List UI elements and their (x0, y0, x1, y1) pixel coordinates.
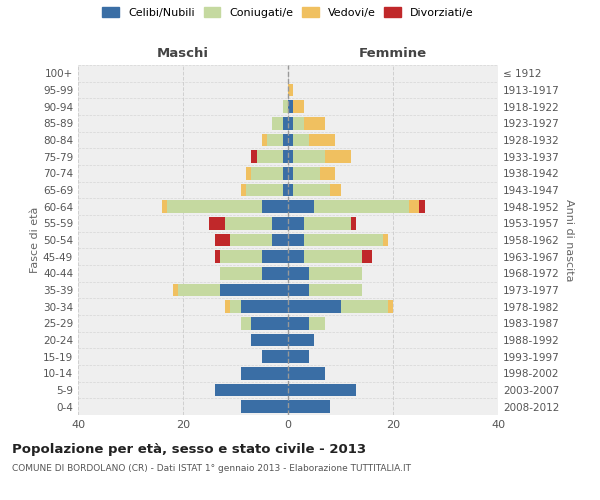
Bar (320, 167, 335, 179)
Bar (272, 234, 288, 246)
Bar (293, 167, 320, 179)
Bar (272, 217, 288, 230)
Bar (288, 84, 293, 96)
Y-axis label: Fasce di età: Fasce di età (30, 207, 40, 273)
Text: Femmine: Femmine (359, 47, 427, 60)
Bar (283, 134, 288, 146)
Text: Popolazione per età, sesso e stato civile - 2013: Popolazione per età, sesso e stato civil… (12, 442, 366, 456)
Bar (283, 117, 288, 130)
Bar (288, 367, 325, 380)
Bar (288, 300, 341, 313)
Bar (230, 300, 241, 313)
Bar (304, 217, 351, 230)
Bar (293, 134, 309, 146)
Bar (309, 134, 335, 146)
Bar (209, 217, 225, 230)
Bar (215, 384, 288, 396)
Bar (173, 284, 178, 296)
Bar (304, 234, 383, 246)
Bar (409, 200, 419, 213)
Bar (293, 100, 304, 113)
Bar (304, 250, 361, 263)
Bar (262, 267, 288, 280)
Bar (257, 150, 283, 163)
Bar (293, 184, 330, 196)
Bar (283, 184, 288, 196)
Bar (162, 200, 167, 213)
Bar (283, 100, 288, 113)
Bar (220, 267, 262, 280)
Bar (304, 117, 325, 130)
Bar (262, 250, 288, 263)
Bar (225, 217, 272, 230)
Bar (288, 384, 356, 396)
Bar (225, 300, 230, 313)
Bar (288, 400, 330, 413)
Legend: Celibi/Nubili, Coniugati/e, Vedovi/e, Divorziati/e: Celibi/Nubili, Coniugati/e, Vedovi/e, Di… (98, 2, 478, 22)
Bar (341, 300, 388, 313)
Bar (288, 250, 304, 263)
Bar (288, 100, 293, 113)
Bar (383, 234, 388, 246)
Y-axis label: Anni di nascita: Anni di nascita (563, 198, 574, 281)
Bar (288, 167, 293, 179)
Bar (293, 117, 304, 130)
Text: COMUNE DI BORDOLANO (CR) - Dati ISTAT 1° gennaio 2013 - Elaborazione TUTTITALIA.: COMUNE DI BORDOLANO (CR) - Dati ISTAT 1°… (12, 464, 411, 473)
Bar (288, 234, 304, 246)
Bar (230, 234, 272, 246)
Bar (262, 134, 267, 146)
Bar (167, 200, 262, 213)
Bar (283, 150, 288, 163)
Text: Maschi: Maschi (157, 47, 209, 60)
Bar (288, 150, 293, 163)
Bar (351, 217, 356, 230)
Bar (220, 284, 288, 296)
Bar (272, 117, 283, 130)
Bar (293, 150, 325, 163)
Bar (178, 284, 220, 296)
Bar (325, 150, 351, 163)
Bar (246, 167, 251, 179)
Bar (251, 167, 283, 179)
Bar (251, 317, 288, 330)
Bar (288, 284, 309, 296)
Bar (220, 250, 262, 263)
Bar (241, 317, 251, 330)
Bar (288, 184, 293, 196)
Bar (283, 167, 288, 179)
Bar (419, 200, 425, 213)
Bar (309, 284, 361, 296)
Bar (288, 200, 314, 213)
Bar (241, 184, 246, 196)
Bar (288, 217, 304, 230)
Bar (330, 184, 341, 196)
Bar (251, 334, 288, 346)
Bar (288, 267, 309, 280)
Bar (251, 150, 257, 163)
Bar (288, 117, 293, 130)
Bar (309, 317, 325, 330)
Bar (288, 350, 309, 363)
Bar (215, 234, 230, 246)
Bar (267, 134, 283, 146)
Bar (241, 300, 288, 313)
Bar (241, 400, 288, 413)
Bar (246, 184, 283, 196)
Bar (288, 317, 309, 330)
Bar (241, 367, 288, 380)
Bar (361, 250, 372, 263)
Bar (215, 250, 220, 263)
Bar (262, 350, 288, 363)
Bar (314, 200, 409, 213)
Bar (388, 300, 393, 313)
Bar (309, 267, 361, 280)
Bar (262, 200, 288, 213)
Bar (288, 334, 314, 346)
Bar (288, 134, 293, 146)
